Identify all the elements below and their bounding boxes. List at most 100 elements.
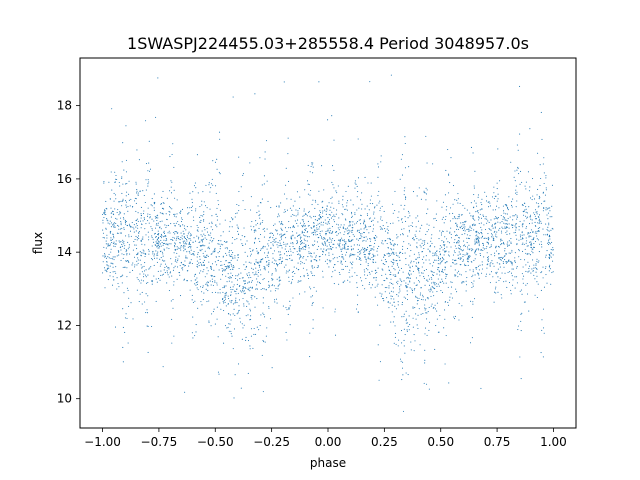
data-point [308, 211, 310, 214]
data-point [309, 171, 311, 173]
data-point [238, 309, 240, 311]
data-point [145, 312, 147, 314]
data-point [541, 138, 543, 140]
data-point [535, 271, 537, 273]
data-point [351, 213, 353, 215]
data-point [506, 233, 508, 236]
data-point [408, 243, 410, 245]
data-point [342, 199, 344, 201]
data-point [308, 247, 310, 249]
data-point [365, 226, 367, 228]
data-point [176, 213, 178, 215]
data-point [257, 275, 259, 277]
data-point [173, 237, 175, 239]
data-point [127, 259, 129, 262]
data-point [520, 320, 522, 322]
data-point [255, 261, 257, 263]
data-point [530, 218, 532, 220]
data-point [239, 321, 242, 323]
data-point [436, 285, 438, 287]
data-point [399, 278, 401, 280]
data-point [107, 267, 109, 269]
data-point [301, 230, 303, 232]
data-point [518, 256, 520, 258]
data-point [152, 250, 154, 252]
data-point [459, 253, 461, 255]
data-point [550, 283, 552, 285]
data-point [274, 239, 276, 241]
data-point [225, 305, 227, 307]
data-point [111, 189, 113, 191]
data-point [155, 244, 157, 246]
data-point [476, 210, 478, 212]
data-point [368, 232, 370, 234]
data-point [317, 203, 319, 205]
data-point [400, 158, 402, 160]
data-point [275, 260, 277, 262]
data-point [262, 247, 264, 249]
data-point [349, 224, 351, 226]
data-point [161, 251, 163, 253]
data-point [213, 308, 215, 310]
data-point [474, 224, 476, 226]
data-point [375, 235, 377, 237]
data-point [516, 169, 518, 171]
data-point [378, 202, 380, 204]
data-point [229, 221, 231, 223]
data-point [476, 205, 478, 207]
data-point [331, 211, 333, 213]
data-point [149, 267, 151, 269]
data-point [313, 259, 315, 261]
data-point [364, 227, 366, 229]
data-point [190, 206, 192, 209]
data-point [450, 157, 452, 159]
data-point [443, 247, 446, 250]
data-point [103, 267, 106, 269]
data-point [347, 185, 349, 187]
data-point [285, 251, 288, 253]
data-point [176, 278, 178, 280]
data-point [391, 311, 393, 313]
data-point [480, 217, 483, 219]
data-point [252, 347, 254, 349]
data-point [357, 255, 359, 257]
data-point [179, 225, 181, 227]
data-point [220, 261, 222, 263]
data-point [107, 256, 109, 258]
data-point [432, 291, 434, 293]
data-point [299, 238, 302, 240]
data-point [240, 239, 242, 241]
data-point [350, 211, 353, 214]
data-point [364, 254, 366, 256]
data-point [231, 254, 233, 256]
data-point [112, 258, 114, 260]
data-point [528, 206, 530, 208]
data-point [136, 218, 139, 220]
data-point [421, 258, 424, 261]
data-point [179, 242, 181, 244]
data-point [374, 239, 376, 241]
data-point [314, 229, 316, 231]
data-point [312, 319, 314, 321]
data-point [389, 302, 391, 304]
data-point [297, 262, 299, 264]
data-point [366, 274, 369, 276]
data-point [506, 226, 508, 228]
data-point [414, 288, 416, 290]
data-point [532, 248, 534, 250]
data-point [521, 243, 523, 245]
data-point [113, 241, 115, 243]
data-point [180, 221, 183, 223]
data-point [384, 258, 386, 261]
data-point [300, 248, 303, 250]
data-point [436, 310, 438, 312]
data-point [530, 244, 532, 246]
data-point [428, 329, 430, 331]
data-point [236, 224, 238, 226]
data-point [485, 273, 488, 275]
data-point [254, 296, 256, 298]
data-point [279, 234, 281, 236]
data-point [406, 329, 408, 331]
data-point [405, 310, 407, 312]
data-point [400, 284, 402, 286]
